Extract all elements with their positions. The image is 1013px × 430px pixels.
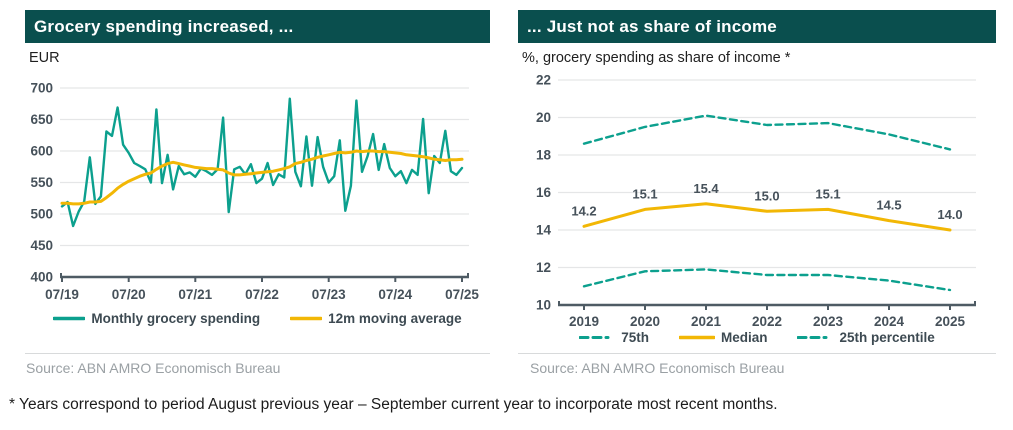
svg-text:15.1: 15.1 xyxy=(815,186,840,201)
svg-text:2022: 2022 xyxy=(752,314,782,329)
svg-text:16: 16 xyxy=(536,185,552,200)
divider xyxy=(25,353,490,354)
svg-text:700: 700 xyxy=(30,81,53,96)
svg-text:07/25: 07/25 xyxy=(445,287,479,302)
svg-text:2023: 2023 xyxy=(813,314,844,329)
svg-text:400: 400 xyxy=(30,270,53,285)
left-chart-title: Grocery spending increased, ... xyxy=(34,16,294,36)
svg-text:500: 500 xyxy=(30,207,53,222)
solid-yellow-swatch xyxy=(678,335,715,340)
svg-text:07/19: 07/19 xyxy=(45,287,79,302)
right-chart-legend: 75th Median 25th percentile xyxy=(518,330,996,345)
legend-label: 75th xyxy=(621,330,649,345)
svg-text:18: 18 xyxy=(536,148,552,163)
svg-text:15.1: 15.1 xyxy=(632,186,657,201)
legend-item-median: Median xyxy=(678,330,768,345)
svg-text:14.0: 14.0 xyxy=(937,207,962,222)
svg-text:14.2: 14.2 xyxy=(571,203,596,218)
svg-text:15.4: 15.4 xyxy=(693,181,719,196)
yellow-line-swatch xyxy=(290,316,323,321)
svg-text:550: 550 xyxy=(30,175,53,190)
right-chart-subtitle: %, grocery spending as share of income * xyxy=(522,50,791,66)
svg-text:12: 12 xyxy=(536,260,551,275)
svg-text:2019: 2019 xyxy=(569,314,599,329)
svg-text:2020: 2020 xyxy=(630,314,660,329)
legend-item-25th-percentile: 25th percentile xyxy=(797,330,935,345)
right-source-text: Source: ABN AMRO Economisch Bureau xyxy=(530,360,785,376)
svg-text:07/24: 07/24 xyxy=(378,287,412,302)
left-chart-title-bar: Grocery spending increased, ... xyxy=(25,10,490,43)
legend-item-12m-moving-average: 12m moving average xyxy=(290,311,462,326)
right-chart-title-bar: ... Just not as share of income xyxy=(518,10,996,43)
right-chart-panel: ... Just not as share of income %, groce… xyxy=(518,10,996,385)
dashed-teal-swatch xyxy=(797,336,834,339)
svg-text:07/20: 07/20 xyxy=(112,287,146,302)
svg-text:07/22: 07/22 xyxy=(245,287,279,302)
divider xyxy=(518,353,996,354)
legend-label: Median xyxy=(720,330,768,345)
svg-text:600: 600 xyxy=(30,144,53,159)
svg-text:650: 650 xyxy=(30,112,53,127)
left-chart-panel: Grocery spending increased, ... EUR 400 4… xyxy=(25,10,490,385)
legend-label: 12m moving average xyxy=(328,311,462,326)
svg-text:22: 22 xyxy=(536,73,551,88)
svg-text:20: 20 xyxy=(536,110,551,125)
legend-label: 25th percentile xyxy=(839,330,935,345)
svg-text:10: 10 xyxy=(536,298,551,313)
svg-text:14.5: 14.5 xyxy=(876,198,901,213)
legend-item-75th: 75th xyxy=(579,330,649,345)
dashed-teal-swatch xyxy=(579,336,616,339)
svg-text:07/21: 07/21 xyxy=(178,287,212,302)
left-source-text: Source: ABN AMRO Economisch Bureau xyxy=(26,360,281,376)
svg-text:15.0: 15.0 xyxy=(754,188,779,203)
svg-text:07/23: 07/23 xyxy=(312,287,346,302)
svg-text:450: 450 xyxy=(30,238,53,253)
left-chart-legend: Monthly grocery spending 12m moving aver… xyxy=(25,311,490,326)
svg-text:14: 14 xyxy=(536,223,552,238)
svg-text:2025: 2025 xyxy=(935,314,966,329)
footnote-text: * Years correspond to period August prev… xyxy=(9,396,778,413)
legend-item-monthly-grocery-spending: Monthly grocery spending xyxy=(53,311,260,326)
monthly-grocery-spending-chart: 400 450 500 550 600 650 700 07/19 07/20 07/21 07/2… xyxy=(30,81,479,303)
legend-label: Monthly grocery spending xyxy=(91,311,261,326)
teal-line-swatch xyxy=(53,316,86,321)
left-chart-unit-label: EUR xyxy=(29,50,60,66)
svg-text:2024: 2024 xyxy=(874,314,905,329)
right-chart-title: ... Just not as share of income xyxy=(527,16,777,36)
svg-text:2021: 2021 xyxy=(691,314,722,329)
